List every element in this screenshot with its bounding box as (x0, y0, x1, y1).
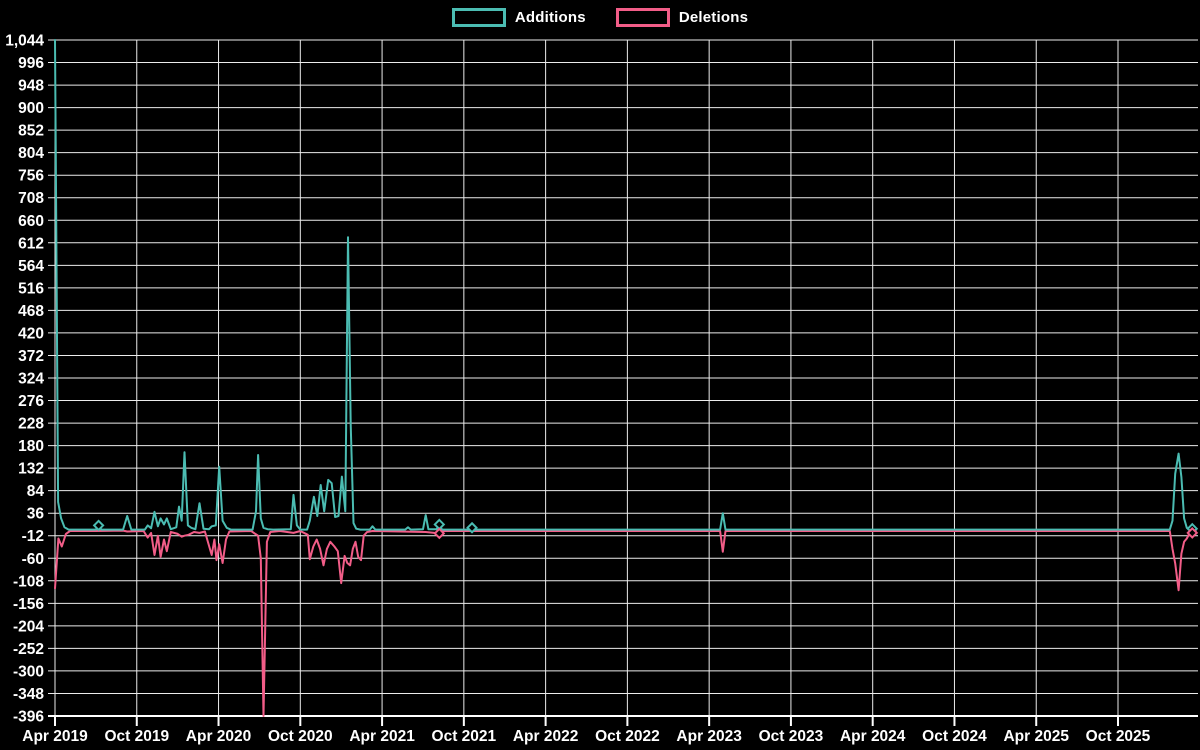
y-tick-label: 612 (18, 235, 44, 252)
y-tick-label: 468 (18, 303, 44, 320)
additions-point-marker (92, 519, 105, 532)
x-tick-label: Oct 2025 (1086, 728, 1151, 745)
deletions-point-marker (433, 527, 446, 540)
y-tick-label: 852 (18, 123, 44, 140)
y-tick-label: 516 (18, 280, 44, 297)
y-tick-label: 84 (27, 483, 45, 500)
y-tick-label: 708 (18, 190, 44, 207)
y-tick-label: 564 (18, 258, 44, 275)
x-tick-label: Oct 2024 (922, 728, 987, 745)
y-tick-label: -252 (13, 641, 44, 658)
deletions-line (54, 529, 1197, 717)
y-tick-label: -300 (13, 663, 44, 680)
legend-item-deletions[interactable]: Deletions (615, 7, 749, 27)
y-tick-label: 660 (18, 213, 44, 230)
y-tick-label: 900 (18, 100, 44, 117)
y-tick-label: 420 (18, 325, 44, 342)
y-tick-label: 1,044 (5, 33, 44, 50)
y-tick-label: 804 (18, 145, 44, 162)
x-tick-label: Apr 2021 (349, 728, 415, 745)
deletions-point-marker (1186, 527, 1199, 539)
x-tick-label: Apr 2019 (22, 728, 88, 745)
deletions-legend-label: Deletions (678, 8, 749, 26)
y-tick-label: 756 (18, 168, 44, 185)
legend-item-additions[interactable]: Additions (451, 7, 586, 27)
point-markers (92, 518, 1199, 540)
y-tick-label: -204 (13, 618, 44, 635)
y-tick-label: 948 (18, 78, 44, 95)
x-tick-label: Apr 2020 (186, 728, 251, 745)
y-tick-label: 276 (18, 393, 44, 410)
x-tick-label: Apr 2024 (840, 728, 906, 745)
y-tick-label: 996 (18, 55, 44, 72)
y-tick-label: 132 (18, 461, 44, 478)
x-tick-label: Apr 2025 (1003, 728, 1069, 745)
y-tick-label: 180 (18, 438, 44, 455)
x-tick-label: Apr 2022 (513, 728, 578, 745)
y-tick-label: 228 (18, 416, 44, 433)
y-tick-label: 324 (18, 371, 44, 388)
y-tick-label: -396 (13, 709, 44, 726)
y-gridlines-and-labels: 1,044 996 948 900 852 804 756 708 660 612 564 516 46… (5, 33, 1198, 726)
additions-point-marker (466, 521, 478, 534)
chart-legend: Additions Deletions (0, 0, 1200, 34)
additions-line (54, 39, 1197, 531)
y-tick-label: -156 (13, 596, 44, 613)
x-tick-label: Oct 2023 (759, 728, 824, 745)
y-tick-label: -60 (22, 551, 44, 568)
additions-legend-swatch (451, 7, 506, 27)
x-tick-label: Oct 2022 (595, 728, 660, 745)
y-tick-label: 372 (18, 348, 44, 365)
y-tick-label: 36 (27, 506, 45, 523)
x-tick-label: Oct 2020 (268, 728, 333, 745)
y-tick-label: -12 (22, 528, 44, 545)
x-tick-label: Oct 2019 (104, 728, 169, 745)
x-tick-label: Apr 2023 (676, 728, 742, 745)
y-tick-label: -348 (13, 686, 44, 703)
x-tick-label: Oct 2021 (432, 728, 497, 745)
x-gridlines-and-labels: Apr 2019 Oct 2019 Apr 2020 Oct 2020 Apr 2021… (22, 40, 1151, 745)
deletions-legend-swatch (615, 7, 670, 27)
y-tick-label: -108 (13, 573, 44, 590)
additions-legend-label: Additions (514, 8, 586, 26)
